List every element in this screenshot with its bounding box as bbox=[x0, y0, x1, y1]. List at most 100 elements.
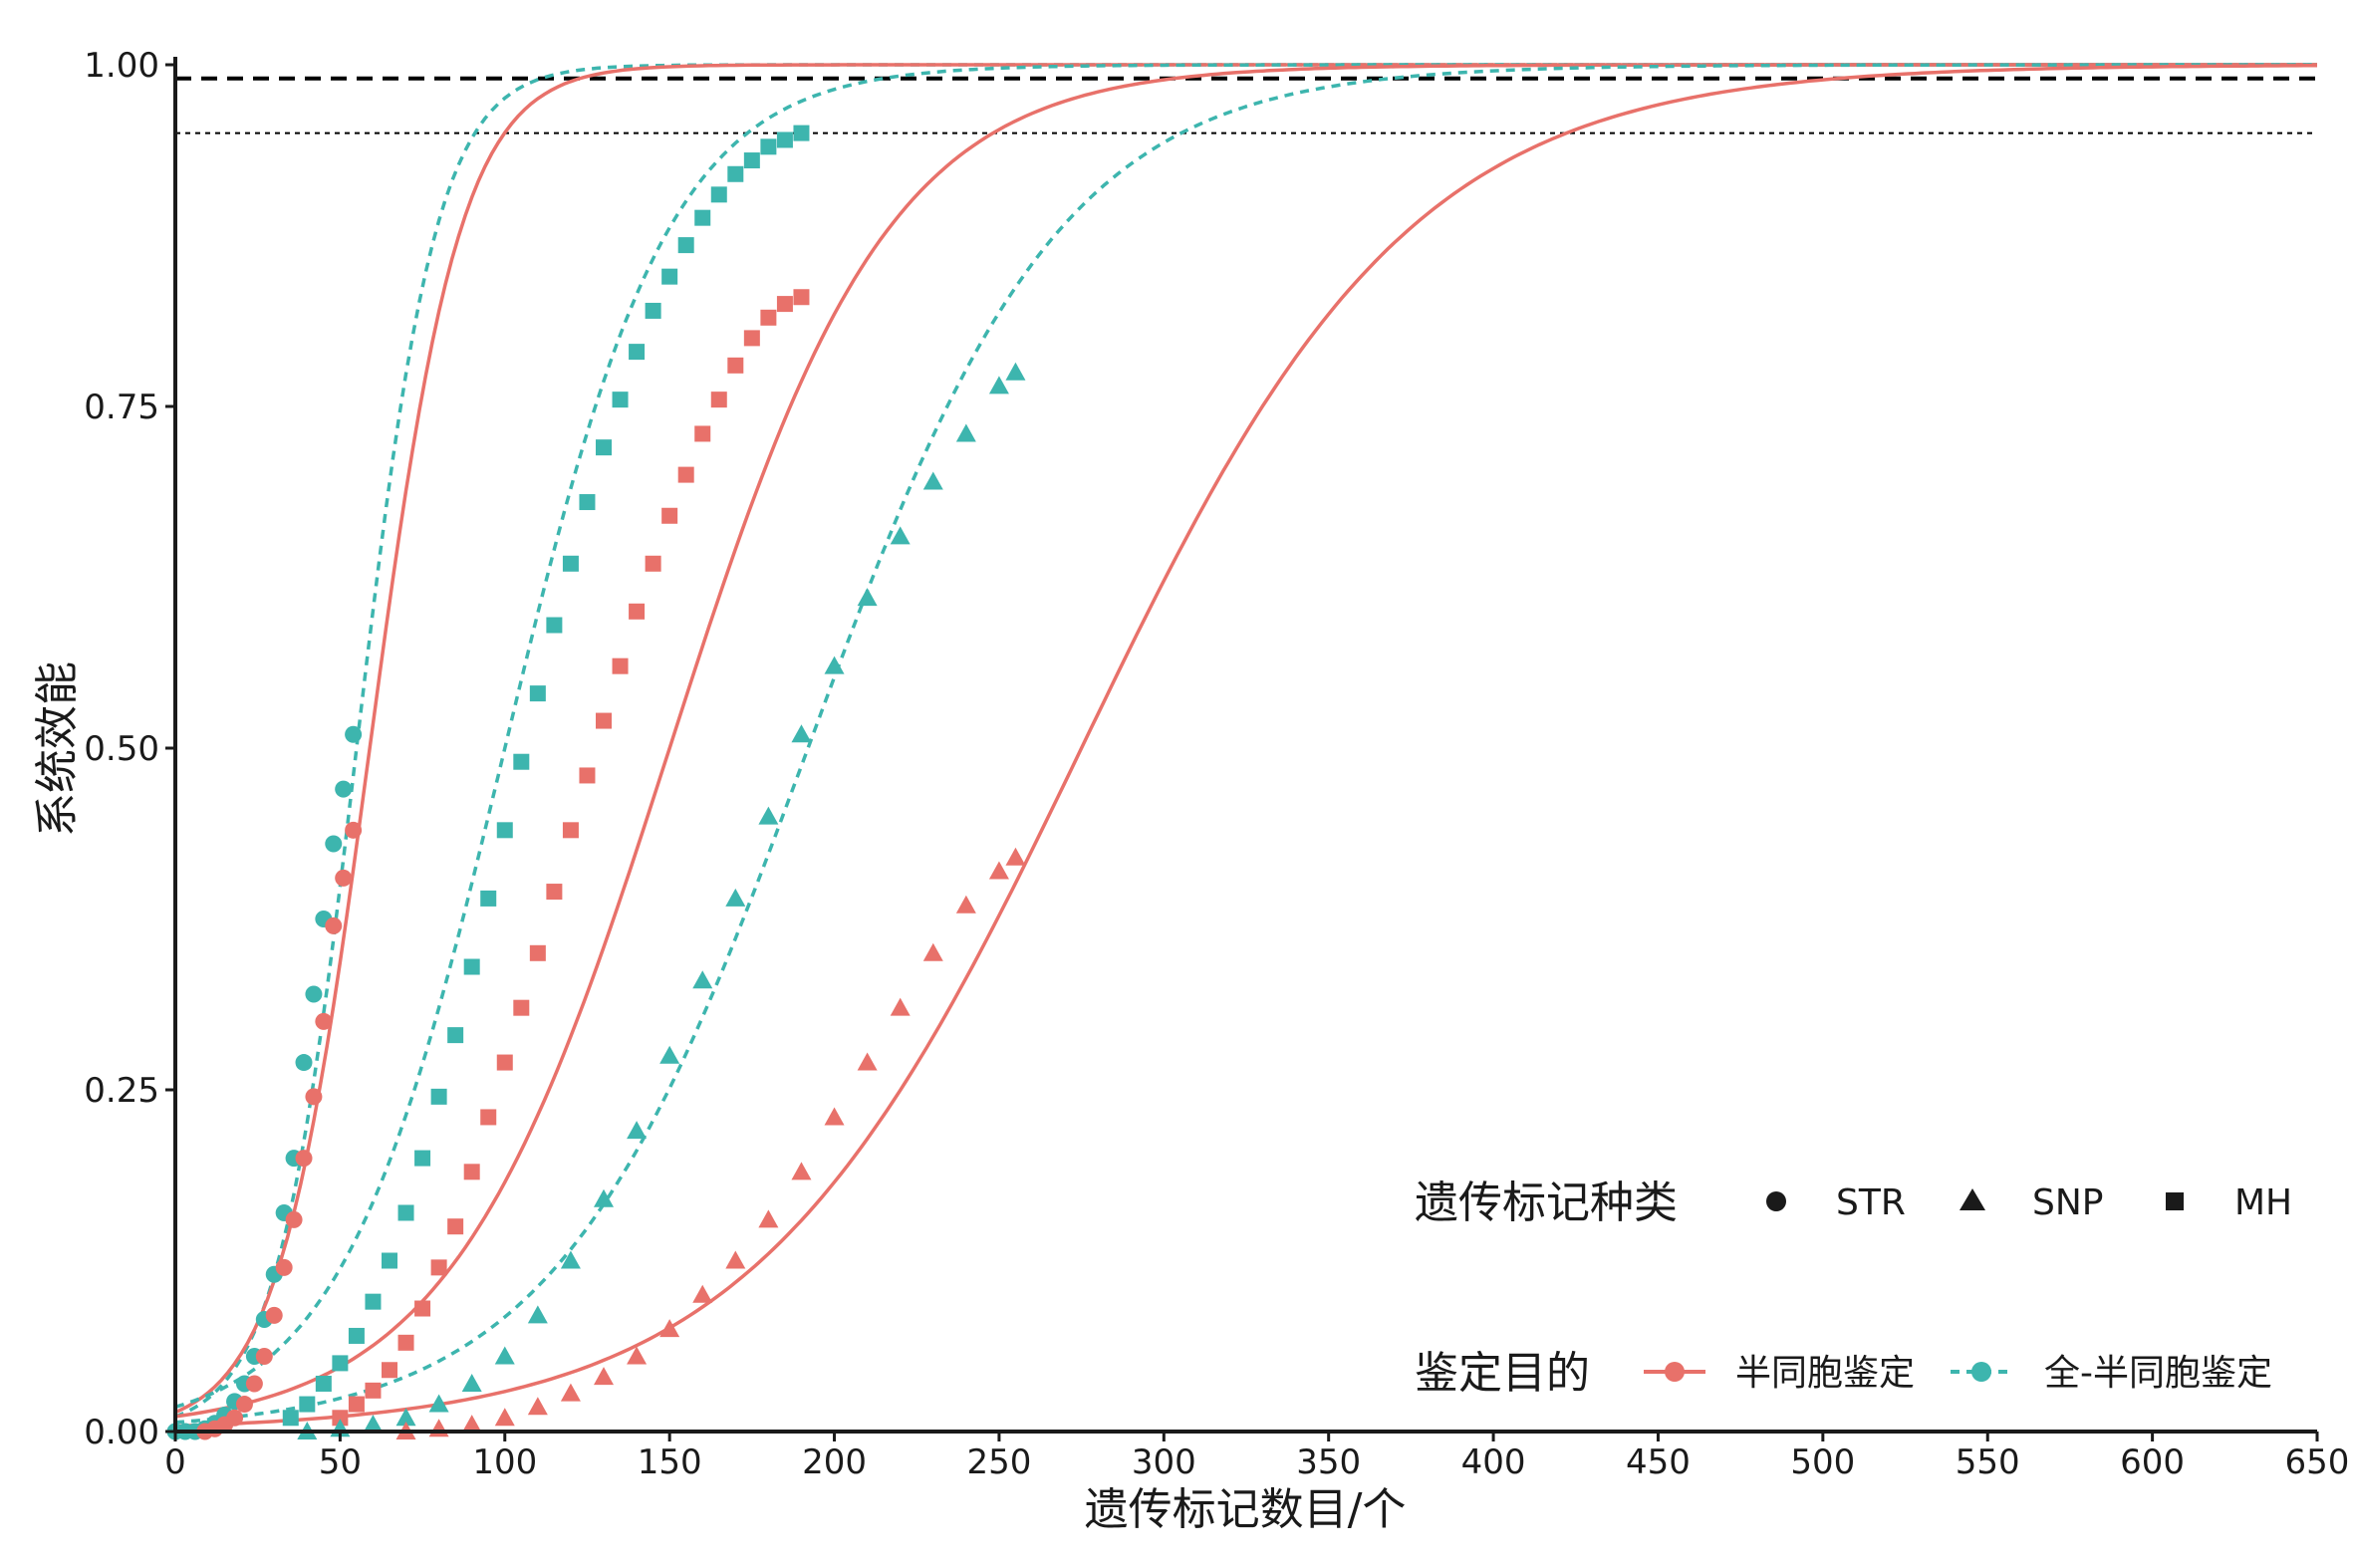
point-snp-full bbox=[627, 1121, 648, 1140]
point-str-half bbox=[295, 1150, 313, 1168]
point-mh-half bbox=[414, 1300, 431, 1317]
point-str-half bbox=[226, 1409, 244, 1427]
x-tick-label: 250 bbox=[966, 1442, 1031, 1482]
point-snp-full bbox=[791, 724, 812, 743]
point-snp-full bbox=[363, 1415, 384, 1434]
y-axis-title: 系统效能 bbox=[32, 661, 83, 837]
point-mh-full bbox=[760, 138, 777, 155]
x-tick-label: 650 bbox=[2285, 1442, 2350, 1482]
point-snp-half bbox=[725, 1250, 746, 1269]
point-mh-half bbox=[629, 603, 646, 620]
point-str-full bbox=[345, 725, 363, 743]
point-str-half bbox=[305, 1088, 323, 1106]
point-str-half bbox=[335, 869, 353, 887]
point-mh-half bbox=[612, 657, 629, 674]
point-snp-full bbox=[988, 376, 1009, 394]
point-snp-half bbox=[461, 1415, 482, 1434]
legend-half-symbol bbox=[1665, 1362, 1685, 1382]
point-mh-full bbox=[661, 268, 678, 285]
point-mh-full bbox=[677, 237, 694, 254]
point-mh-full bbox=[348, 1327, 365, 1344]
curve-snp-full bbox=[174, 63, 2317, 1425]
point-mh-half bbox=[760, 309, 777, 326]
y-tick-label: 0.75 bbox=[84, 388, 159, 427]
x-tick-label: 100 bbox=[472, 1442, 537, 1482]
point-mh-full bbox=[776, 131, 793, 148]
point-snp-full bbox=[1005, 362, 1026, 381]
point-snp-full bbox=[494, 1346, 515, 1365]
point-snp-full bbox=[857, 588, 878, 607]
point-snp-half bbox=[627, 1346, 648, 1365]
point-snp-half bbox=[527, 1397, 548, 1416]
point-mh-half bbox=[661, 507, 678, 524]
point-mh-full bbox=[430, 1088, 447, 1105]
point-mh-full bbox=[612, 392, 629, 408]
point-snp-half bbox=[955, 895, 976, 914]
point-snp-full bbox=[461, 1373, 482, 1392]
point-snp-full bbox=[594, 1188, 614, 1207]
point-mh-full bbox=[315, 1375, 332, 1392]
x-tick-label: 0 bbox=[164, 1442, 186, 1482]
point-mh-full bbox=[793, 125, 810, 141]
point-snp-half bbox=[922, 942, 943, 961]
point-str-half bbox=[325, 916, 343, 934]
x-tick-label: 50 bbox=[319, 1442, 362, 1482]
point-mh-half bbox=[365, 1382, 382, 1399]
data-points bbox=[166, 125, 1026, 1440]
point-mh-half bbox=[529, 944, 546, 961]
point-snp-full bbox=[692, 970, 713, 989]
point-mh-full bbox=[480, 890, 497, 907]
point-snp-full bbox=[659, 1045, 680, 1064]
point-snp-half bbox=[560, 1383, 581, 1402]
x-axis-title: 遗传标记数目/个 bbox=[1085, 1484, 1407, 1535]
point-snp-half bbox=[890, 997, 911, 1016]
point-mh-full bbox=[397, 1204, 414, 1221]
point-snp-half bbox=[791, 1162, 812, 1180]
point-mh-half bbox=[382, 1362, 397, 1379]
point-mh-full bbox=[365, 1293, 382, 1310]
curve-snp-half bbox=[174, 64, 2317, 1429]
x-tick-label: 300 bbox=[1132, 1442, 1196, 1482]
legend-purpose: 鉴定目的 半同胞鉴定 全-半同胞鉴定 bbox=[1415, 1348, 2272, 1399]
point-snp-full bbox=[527, 1305, 548, 1324]
point-mh-half bbox=[397, 1334, 414, 1351]
point-mh-full bbox=[382, 1252, 397, 1269]
point-snp-half bbox=[692, 1284, 713, 1303]
point-mh-half bbox=[513, 999, 530, 1016]
x-tick-label: 400 bbox=[1461, 1442, 1526, 1482]
point-snp-half bbox=[594, 1367, 614, 1386]
point-mh-full bbox=[496, 822, 513, 839]
point-mh-half bbox=[546, 884, 563, 901]
point-snp-half bbox=[857, 1052, 878, 1071]
point-str-full bbox=[295, 1054, 313, 1072]
x-tick-label: 350 bbox=[1296, 1442, 1361, 1482]
legend-str-label: STR bbox=[1836, 1182, 1906, 1223]
point-str-half bbox=[275, 1258, 293, 1276]
point-mh-half bbox=[496, 1054, 513, 1071]
point-snp-full bbox=[758, 806, 779, 825]
point-mh-full bbox=[529, 685, 546, 702]
point-mh-full bbox=[743, 152, 760, 169]
point-str-half bbox=[245, 1375, 263, 1393]
legend-full-label: 全-半同胞鉴定 bbox=[2044, 1353, 2272, 1394]
x-tick-label: 550 bbox=[1956, 1442, 2020, 1482]
point-mh-half bbox=[447, 1218, 464, 1235]
point-snp-half bbox=[824, 1107, 845, 1126]
legend-marker-type: 遗传标记种类 STR SNP MH bbox=[1415, 1177, 2292, 1228]
point-str-half bbox=[265, 1306, 283, 1324]
point-str-full bbox=[325, 835, 343, 853]
point-str-half bbox=[235, 1396, 253, 1414]
legend-mh-label: MH bbox=[2234, 1182, 2292, 1223]
point-str-half bbox=[285, 1210, 303, 1228]
point-mh-half bbox=[579, 767, 596, 784]
point-mh-full bbox=[332, 1355, 349, 1372]
point-mh-half bbox=[727, 357, 744, 374]
point-snp-full bbox=[560, 1250, 581, 1269]
point-mh-half bbox=[480, 1109, 497, 1126]
point-mh-half bbox=[430, 1259, 447, 1276]
point-str-half bbox=[315, 1012, 333, 1030]
point-mh-half bbox=[463, 1164, 480, 1180]
point-mh-full bbox=[463, 958, 480, 975]
legend-full-symbol bbox=[1971, 1362, 1991, 1382]
